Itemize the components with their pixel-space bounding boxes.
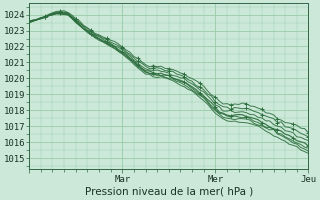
X-axis label: Pression niveau de la mer( hPa ): Pression niveau de la mer( hPa ) bbox=[85, 187, 253, 197]
